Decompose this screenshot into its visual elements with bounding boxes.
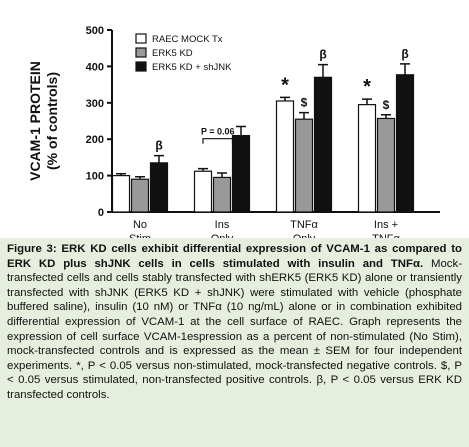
- legend-swatch: [135, 61, 147, 72]
- error-bar: [299, 111, 309, 120]
- caption-title: Figure 3: ERK KD cells exhibit different…: [7, 243, 462, 270]
- error-bar: [217, 172, 227, 178]
- y-tick-label: 100: [86, 171, 104, 183]
- significance-marker: $: [383, 98, 390, 112]
- x-tick-label: TNFαOnly: [290, 219, 318, 238]
- significance-marker: *: [281, 74, 289, 96]
- bar: [376, 117, 396, 213]
- caption-body: Mock-transfected cells and cells stably …: [7, 257, 462, 401]
- error-bar: [236, 125, 246, 136]
- error-bar: [318, 63, 328, 78]
- chart: 0 100 200 300 400 500 VCAM-1 PROTEIN(% of cont…: [27, 25, 440, 238]
- legend-label: ERK5 KD: [152, 48, 193, 59]
- x-tick-label: InsOnly: [211, 219, 234, 238]
- significance-marker: *: [363, 76, 371, 98]
- legend-swatch: [135, 47, 147, 58]
- error-bar: [381, 114, 391, 119]
- y-tick-label: 0: [98, 207, 104, 219]
- legend-label: RAEC MOCK Tx: [152, 34, 223, 45]
- significance-marker: β: [319, 48, 326, 62]
- bar: [231, 134, 251, 213]
- bar: [130, 178, 150, 213]
- bar: [193, 170, 213, 213]
- bar: [395, 74, 415, 213]
- annotation-bracket: [202, 138, 234, 144]
- bar: [111, 175, 131, 213]
- bar: [313, 76, 333, 213]
- significance-marker: β: [155, 139, 162, 153]
- error-bar: [280, 96, 290, 101]
- significance-marker: $: [301, 96, 308, 110]
- bar: [275, 100, 295, 213]
- error-bar: [154, 154, 164, 163]
- bar: [294, 118, 314, 213]
- y-tick-label: 500: [86, 25, 104, 37]
- y-tick-label: 300: [86, 98, 104, 110]
- legend-label: ERK5 KD + shJNK: [152, 62, 232, 73]
- bar: [149, 162, 169, 213]
- y-tick-label: 400: [86, 61, 104, 73]
- y-tick-label: 200: [86, 134, 104, 146]
- bar: [357, 104, 377, 213]
- y-axis-label: VCAM-1 PROTEIN(% of controls): [27, 61, 60, 181]
- legend-swatch: [135, 33, 147, 44]
- error-bar: [362, 98, 372, 105]
- caption: Figure 3: ERK KD cells exhibit different…: [0, 238, 469, 447]
- bar: [212, 176, 232, 213]
- x-tick-label: Ins +TNFα: [372, 219, 400, 238]
- significance-marker: β: [401, 47, 408, 61]
- error-bar: [400, 63, 410, 75]
- annotation: P = 0.06: [201, 127, 235, 137]
